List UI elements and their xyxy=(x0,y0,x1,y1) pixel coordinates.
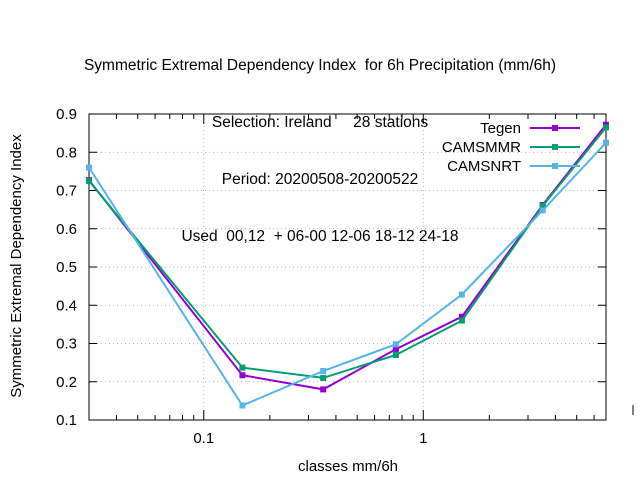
legend-marker xyxy=(552,163,558,169)
y-tick-label: 0.3 xyxy=(56,336,77,353)
x-tick-label: 1 xyxy=(419,430,427,447)
legend-label: CAMSMMR xyxy=(442,139,521,156)
legend-label: CAMSNRT xyxy=(447,158,521,175)
data-point xyxy=(239,402,246,409)
data-point xyxy=(458,291,465,298)
data-point xyxy=(86,164,92,171)
y-tick-label: 0.6 xyxy=(56,221,77,238)
y-tick-label: 0.5 xyxy=(56,259,77,276)
data-point xyxy=(239,372,246,379)
y-tick-label: 0.1 xyxy=(56,412,77,429)
x-axis-label: classes mm/6h xyxy=(298,458,398,475)
data-point xyxy=(539,207,546,214)
series-line-tegen xyxy=(88,124,607,391)
data-point xyxy=(86,177,92,184)
axis-ticks: 0.1 0.2 0.3 0.4 0.5 0.6 0.7 0.8 0.9 0.1 1 xyxy=(56,106,634,447)
data-point xyxy=(320,386,327,393)
data-point xyxy=(392,346,399,353)
chart-title: Symmetric Extremal Dependency Index for … xyxy=(0,18,640,265)
y-tick-label: 0.7 xyxy=(56,183,77,200)
title-line: Symmetric Extremal Dependency Index for … xyxy=(83,57,557,74)
legend-marker xyxy=(552,125,558,131)
data-point xyxy=(320,368,327,375)
data-point xyxy=(539,202,546,209)
title-line: Used 00,12 + 06-00 12-06 18-12 24-18 xyxy=(181,228,459,245)
data-point xyxy=(392,351,399,358)
x-tick-label: 0.1 xyxy=(193,430,214,447)
legend-marker xyxy=(552,144,558,150)
y-tick-label: 0.4 xyxy=(56,297,77,314)
y-axis-label: Symmetric Extremal Dependency Index xyxy=(8,134,25,398)
y-tick-label: 0.8 xyxy=(56,144,77,161)
data-point xyxy=(603,139,609,146)
data-point xyxy=(603,124,609,131)
data-point xyxy=(239,364,246,371)
data-point xyxy=(458,313,465,320)
y-tick-label: 0.9 xyxy=(56,106,77,123)
series-group xyxy=(86,121,609,409)
title-line: Selection: Ireland 28 stations xyxy=(211,114,429,131)
y-tick-label: 0.2 xyxy=(56,374,77,391)
data-point xyxy=(392,341,399,348)
data-point xyxy=(458,317,465,324)
series-line-camsmmr xyxy=(88,126,607,379)
legend: Tegen CAMSMMR CAMSNRT xyxy=(442,120,580,175)
grid xyxy=(89,114,606,420)
title-line: Period: 20200508-20200522 xyxy=(221,171,419,188)
legend-label: Tegen xyxy=(480,120,521,137)
data-point xyxy=(320,374,327,381)
plot-frame xyxy=(88,113,607,421)
